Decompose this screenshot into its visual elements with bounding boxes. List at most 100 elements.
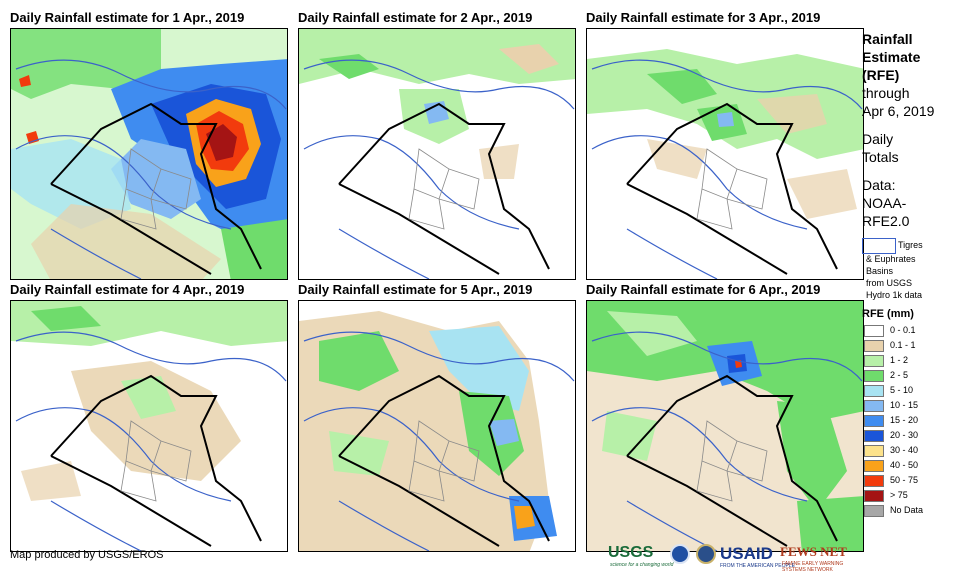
panel-title: Daily Rainfall estimate for 2 Apr., 2019: [298, 10, 533, 25]
credit-text: Map produced by USGS/EROS: [10, 549, 164, 561]
country-border: [626, 374, 838, 547]
rfe-class-row: 15 - 20: [862, 414, 962, 429]
rfe-class-label: 5 - 10: [890, 385, 914, 395]
rfe-class-row: 5 - 10: [862, 384, 962, 399]
legend-data-line: RFE2.0: [862, 213, 910, 229]
rfe-class-label: > 75: [890, 490, 908, 500]
usaid-tagline: FROM THE AMERICAN PEOPLE: [720, 563, 795, 569]
country-border: [338, 374, 550, 547]
basin-legend-label: Basins: [866, 266, 894, 276]
basin-swatch: [862, 238, 896, 254]
legend-daily-line: Totals: [862, 149, 899, 165]
rfe-swatch: [864, 340, 884, 352]
usaid-logo: USAID: [720, 544, 773, 563]
rfe-class-row: 10 - 15: [862, 399, 962, 414]
basin-legend-label: from USGS: [866, 278, 913, 288]
rfe-class-row: 50 - 75: [862, 474, 962, 489]
rainfall-field: [11, 29, 287, 279]
panel-title: Daily Rainfall estimate for 1 Apr., 2019: [10, 10, 245, 25]
rainfall-map: [298, 28, 576, 280]
rfe-class-label: 30 - 40: [890, 445, 919, 455]
rfe-swatch: [864, 325, 884, 337]
rfe-class-row: 0.1 - 1: [862, 339, 962, 354]
legend: Rainfall Estimate (RFE) through Apr 6, 2…: [862, 30, 962, 519]
rfe-class-row: 2 - 5: [862, 369, 962, 384]
rfe-legend-title: RFE (mm): [862, 308, 914, 320]
legend-data-line: NOAA-: [862, 195, 907, 211]
rfe-legend-classes: 0 - 0.1 0.1 - 1 1 - 2 2 - 5 5 - 10 10 - …: [862, 324, 962, 519]
rfe-class-label: 0 - 0.1: [890, 325, 916, 335]
rfe-swatch: [864, 460, 884, 472]
rfe-swatch: [864, 490, 884, 502]
basin-boundary: [591, 59, 863, 279]
rfe-swatch: [864, 385, 884, 397]
rfe-class-label: No Data: [890, 505, 924, 515]
rfe-swatch: [864, 505, 884, 517]
noaa-logo-icon: [670, 544, 690, 564]
rainfall-map: [10, 28, 288, 280]
rfe-class-label: 15 - 20: [890, 415, 919, 425]
legend-title-line: Rainfall: [862, 31, 913, 47]
legend-data-line: Data:: [862, 177, 896, 193]
rfe-class-row: > 75: [862, 489, 962, 504]
legend-title-line: Estimate: [862, 49, 921, 65]
rainfall-panel-4: Daily Rainfall estimate for 4 Apr., 2019: [10, 282, 288, 554]
province-boundaries: [408, 148, 480, 230]
basin-boundary: [303, 59, 575, 279]
country-border: [626, 102, 838, 275]
basin-legend-label: Hydro 1k data: [866, 290, 923, 300]
rfe-class-label: 10 - 15: [890, 400, 919, 410]
rainfall-panel-1: Daily Rainfall estimate for 1 Apr., 2019: [10, 10, 288, 282]
rainfall-map: [586, 28, 864, 280]
panel-title: Daily Rainfall estimate for 5 Apr., 2019: [298, 282, 533, 297]
rfe-swatch: [864, 370, 884, 382]
basin-legend-label: & Euphrates: [866, 254, 916, 264]
province-boundaries: [120, 420, 192, 502]
usgs-tagline: science for a changing world: [610, 562, 674, 568]
basin-boundary: [15, 331, 287, 551]
rfe-swatch: [864, 355, 884, 367]
rfe-swatch: [864, 400, 884, 412]
legend-through-line: through: [862, 85, 910, 101]
basin-boundary: [303, 331, 575, 551]
rfe-class-label: 20 - 30: [890, 430, 919, 440]
rfe-class-row: 1 - 2: [862, 354, 962, 369]
province-boundaries: [120, 148, 192, 230]
province-boundaries: [696, 420, 768, 502]
country-border: [50, 374, 262, 547]
agency-logos: USGS science for a changing world USAID …: [608, 542, 858, 573]
rainfall-panel-3: Daily Rainfall estimate for 3 Apr., 2019: [586, 10, 864, 282]
rainfall-panel-2: Daily Rainfall estimate for 2 Apr., 2019: [298, 10, 576, 282]
rfe-swatch: [864, 430, 884, 442]
fews-net-tagline: FAMINE EARLY WARNING SYSTEMS NETWORK: [782, 561, 844, 573]
basin-legend-label: Tigres: [898, 240, 923, 250]
fews-net-logo: FEWS NET: [780, 544, 847, 559]
rainfall-map: [298, 300, 576, 552]
state-department-seal-icon: [696, 544, 716, 564]
legend-daily-line: Daily: [862, 131, 894, 147]
rfe-class-row: 0 - 0.1: [862, 324, 962, 339]
rfe-class-row: 30 - 40: [862, 444, 962, 459]
rfe-class-row: No Data: [862, 504, 962, 519]
rainfall-field: [299, 311, 557, 551]
rainfall-panel-6: Daily Rainfall estimate for 6 Apr., 2019: [586, 282, 864, 554]
rfe-class-label: 1 - 2: [890, 355, 909, 365]
panel-title: Daily Rainfall estimate for 6 Apr., 2019: [586, 282, 821, 297]
rfe-class-label: 40 - 50: [890, 460, 919, 470]
rfe-class-row: 40 - 50: [862, 459, 962, 474]
rfe-swatch: [864, 445, 884, 457]
rainfall-map: [586, 300, 864, 552]
rainfall-field: [11, 301, 287, 501]
legend-title-line: (RFE): [862, 67, 900, 83]
rfe-class-label: 50 - 75: [890, 475, 919, 485]
rfe-swatch: [864, 475, 884, 487]
rfe-class-row: 20 - 30: [862, 429, 962, 444]
rainfall-map: [10, 300, 288, 552]
province-boundaries: [696, 148, 768, 230]
rfe-class-label: 0.1 - 1: [890, 340, 916, 350]
country-border: [50, 102, 262, 275]
basin-boundary: [15, 59, 287, 279]
panel-title: Daily Rainfall estimate for 4 Apr., 2019: [10, 282, 245, 297]
panel-title: Daily Rainfall estimate for 3 Apr., 2019: [586, 10, 821, 25]
rainfall-field: [587, 49, 863, 219]
